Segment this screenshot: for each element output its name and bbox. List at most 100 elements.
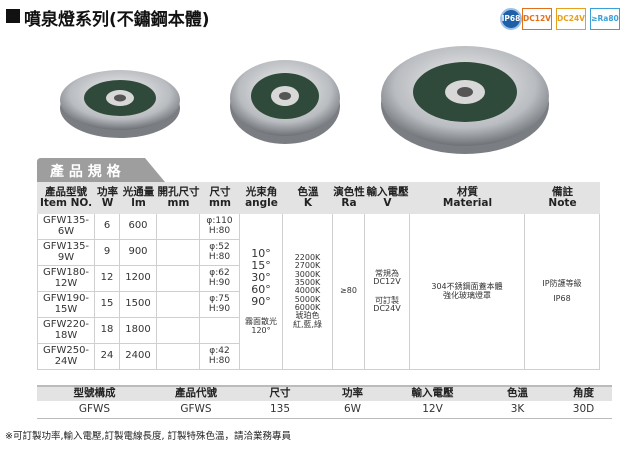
column-header-zh: 備註	[552, 185, 573, 198]
cri-cell: ≥80	[333, 214, 365, 370]
voltage-line: DC24V	[373, 303, 401, 313]
column-header-en: Material	[442, 197, 493, 209]
size-cell	[200, 318, 240, 344]
code-header: 尺寸	[269, 387, 291, 400]
color-temp: 5000K	[294, 294, 321, 304]
color-temp: 2700K	[294, 261, 321, 271]
column-header: 演色性 Ra	[333, 182, 365, 214]
lumen-cell: 900	[120, 240, 157, 266]
color-temp: 6000K	[294, 303, 321, 313]
badge: ≥Ra80	[590, 8, 620, 30]
column-header-en: W	[101, 197, 114, 209]
code-value: GFWS	[180, 403, 212, 416]
code-value: 3K	[510, 403, 525, 416]
column-header: 產品型號 Item NO.	[37, 182, 95, 214]
size-line: H:80	[208, 251, 231, 262]
voltage-group: 可訂製 DC24V	[373, 295, 401, 314]
power-cell: 12	[95, 266, 120, 292]
lumen-cell: 1500	[120, 292, 157, 318]
size-line: φ:75	[209, 294, 230, 305]
lumen-cell: 1200	[120, 266, 157, 292]
size-cell: φ:42 H:80	[200, 344, 240, 370]
column-header-en: angle	[245, 197, 278, 209]
voltage-group: 常規為 DC12V	[373, 269, 400, 287]
badge: DC12V	[522, 8, 552, 30]
hole-cell	[157, 292, 200, 318]
column-header-zh: 功率	[97, 185, 118, 198]
color-temp-cell: 2200K 2700K 3000K 3500K 4000K 5000K 6000K 琥珀色 紅,…	[283, 214, 333, 370]
title-marker	[6, 9, 20, 23]
frosted-group: 霧面散光 120°	[245, 317, 277, 335]
item-cell: GFW190-15W	[37, 292, 95, 318]
hole-cell	[157, 318, 200, 344]
badge: DC24V	[556, 8, 586, 30]
color-temp: 3500K	[294, 277, 321, 287]
beam-angle: 10°	[251, 246, 271, 260]
column-header-en: V	[383, 197, 392, 209]
column-header: 尺寸 mm	[200, 182, 240, 214]
item-cell: GFW250-24W	[37, 344, 95, 370]
column-header-zh: 色溫	[297, 185, 319, 198]
note-cell: IP防護等級 IP68	[525, 214, 600, 370]
power-cell: 6	[95, 214, 120, 240]
code-header: 色溫	[507, 387, 528, 400]
voltage-cell: 常規為 DC12V 可訂製 DC24V	[365, 214, 410, 370]
column-header-zh: 尺寸	[209, 185, 231, 198]
code-bottom-rule	[37, 418, 612, 419]
column-header: 色溫 K	[283, 182, 333, 214]
column-header: 輸入電壓 V	[365, 182, 410, 214]
size-line: H:80	[208, 225, 231, 236]
footnote: ※可訂製功率,輸入電壓,訂製電線長度, 訂製特殊色溫，請洽業務專員	[5, 431, 292, 442]
column-header-en: mm	[167, 197, 190, 209]
power-cell: 9	[95, 240, 120, 266]
item-cell: GFW135-9W	[37, 240, 95, 266]
column-header-en: K	[303, 197, 313, 209]
column-header-zh: 產品型號	[45, 185, 87, 198]
power-cell: 15	[95, 292, 120, 318]
item-cell: GFW135-6W	[37, 214, 95, 240]
lumen-cell: 600	[120, 214, 157, 240]
color-temp: 4000K	[294, 286, 321, 296]
column-header: 材質 Material	[410, 182, 525, 214]
material-line: 強化玻璃燈罩	[443, 290, 491, 300]
material-cell: 304不銹鋼面蓋本體 強化玻璃燈罩	[410, 214, 525, 370]
photo-2	[230, 60, 340, 144]
voltage-line: 可訂製	[375, 295, 399, 305]
size-cell: φ:62 H:90	[200, 266, 240, 292]
column-header: 光束角 angle	[240, 182, 283, 214]
badge: IP68	[500, 8, 522, 30]
beam-angle: 60°	[251, 283, 271, 297]
beam-angle-cell: 10° 15° 30° 60° 90° 霧面散光 120°	[240, 214, 283, 370]
column-header-en: Note	[548, 197, 577, 209]
lumen-cell: 2400	[120, 344, 157, 370]
material-line: 304不銹鋼面蓋本體	[431, 282, 503, 292]
code-header: 角度	[573, 387, 594, 400]
item-cell: GFW220-18W	[37, 318, 95, 344]
table-header-bg	[37, 182, 600, 214]
hole-cell	[157, 344, 200, 370]
column-header-en: Item NO.	[39, 197, 93, 209]
hole-cell	[157, 240, 200, 266]
column-header-zh: 演色性	[333, 185, 365, 198]
beam-angle-frosted: 120°	[251, 325, 271, 335]
column-header: 光通量 lm	[120, 182, 157, 214]
column-header-en: lm	[131, 197, 146, 209]
column-header-zh: 材質	[457, 185, 478, 198]
item-cell: GFW180-12W	[37, 266, 95, 292]
section-tab: 產 品 規 格	[50, 164, 121, 180]
photo-3	[381, 46, 549, 154]
note-line: IP68	[553, 293, 571, 303]
code-header: 輸入電壓	[411, 387, 454, 400]
note-line: IP防護等級	[542, 279, 582, 289]
beam-angle-frosted: 霧面散光	[245, 317, 277, 327]
code-value: 30D	[572, 403, 595, 416]
power-cell: 24	[95, 344, 120, 370]
size-line: φ:110	[206, 216, 233, 227]
column-header: 功率 W	[95, 182, 120, 214]
column-header-en: Ra	[341, 197, 357, 209]
size-line: H:80	[208, 355, 231, 366]
beam-angle: 15°	[251, 258, 271, 272]
beam-angle-group: 10° 15° 30° 60° 90°	[251, 246, 271, 308]
section-tab-shape	[37, 158, 165, 182]
